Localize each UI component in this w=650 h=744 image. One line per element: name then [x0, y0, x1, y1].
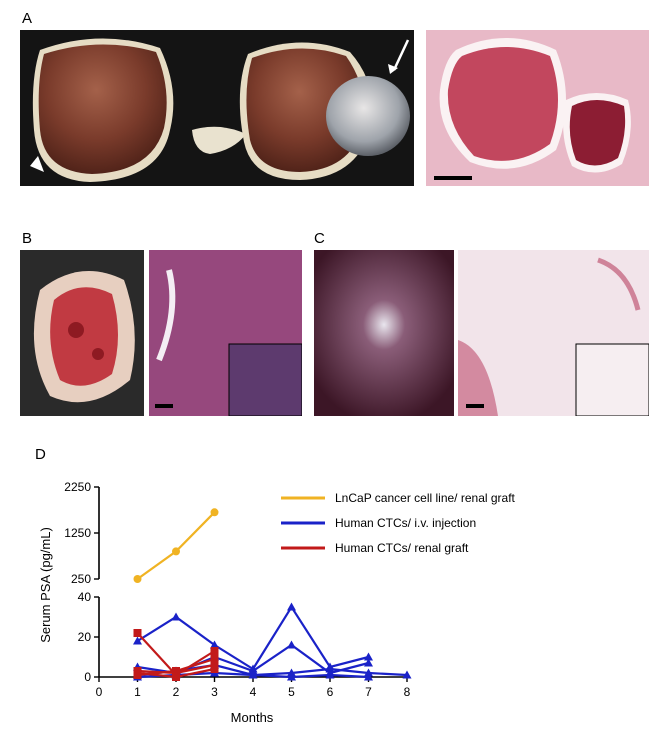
tumor-gross-photo-c — [314, 250, 454, 416]
series-lncap — [133, 508, 219, 583]
x-axis-label: Months — [231, 710, 274, 725]
y-tick-label-upper: 250 — [71, 572, 91, 586]
data-point — [133, 575, 142, 583]
panel-label-d: D — [35, 446, 46, 463]
tumor-gross-photo-b — [20, 250, 144, 416]
x-tick-label: 1 — [134, 685, 141, 699]
y-tick-label-lower: 0 — [84, 670, 91, 684]
panel-label-a: A — [22, 10, 33, 27]
x-tick-label: 3 — [211, 685, 218, 699]
data-point — [325, 664, 335, 673]
panel-label-c: C — [314, 230, 325, 247]
chart-series — [133, 508, 412, 681]
series-iv — [133, 602, 373, 673]
data-point — [402, 670, 412, 679]
data-point — [287, 602, 296, 611]
x-tick-label: 0 — [96, 685, 103, 699]
legend-label: LnCaP cancer cell line/ renal graft — [335, 491, 516, 505]
data-point — [133, 669, 142, 677]
series-line — [136, 511, 216, 580]
x-tick-label: 2 — [173, 685, 180, 699]
data-point — [210, 508, 219, 517]
tumor-histology-photo-b — [149, 250, 302, 416]
y-tick-label-lower: 20 — [78, 630, 92, 644]
data-point — [133, 636, 142, 645]
kidney-histology-photo — [426, 30, 649, 186]
legend-label: Human CTCs/ i.v. injection — [335, 516, 476, 530]
data-point — [364, 658, 373, 667]
data-point — [210, 647, 219, 655]
y-tick-label-lower: 40 — [78, 590, 92, 604]
data-point — [172, 673, 180, 681]
data-point — [133, 629, 142, 637]
series-line — [136, 604, 369, 671]
data-point — [210, 655, 219, 663]
data-point — [287, 672, 296, 681]
x-tick-label: 5 — [288, 685, 295, 699]
x-tick-label: 7 — [365, 685, 372, 699]
x-tick-label: 6 — [327, 685, 334, 699]
panel-label-b: B — [22, 230, 33, 247]
data-point — [210, 640, 219, 649]
y-axis-label: Serum PSA (pg/mL) — [38, 527, 53, 643]
data-point — [364, 672, 373, 681]
kidney-gross-photo — [20, 30, 414, 186]
chart-legend: LnCaP cancer cell line/ renal graft Human… — [281, 491, 516, 555]
data-point — [210, 665, 219, 673]
data-point — [287, 640, 296, 649]
data-point — [364, 652, 373, 661]
data-point — [171, 612, 181, 621]
x-tick-label: 4 — [250, 685, 257, 699]
y-tick-label-upper: 2250 — [64, 480, 91, 494]
data-point — [172, 667, 180, 675]
data-point — [325, 670, 335, 679]
x-tick-label: 8 — [404, 685, 411, 699]
legend-label: Human CTCs/ renal graft — [335, 541, 469, 555]
series-renal — [133, 665, 219, 681]
data-point — [172, 547, 180, 556]
y-tick-label-upper: 1250 — [64, 526, 91, 540]
tumor-histology-photo-c — [458, 250, 649, 416]
